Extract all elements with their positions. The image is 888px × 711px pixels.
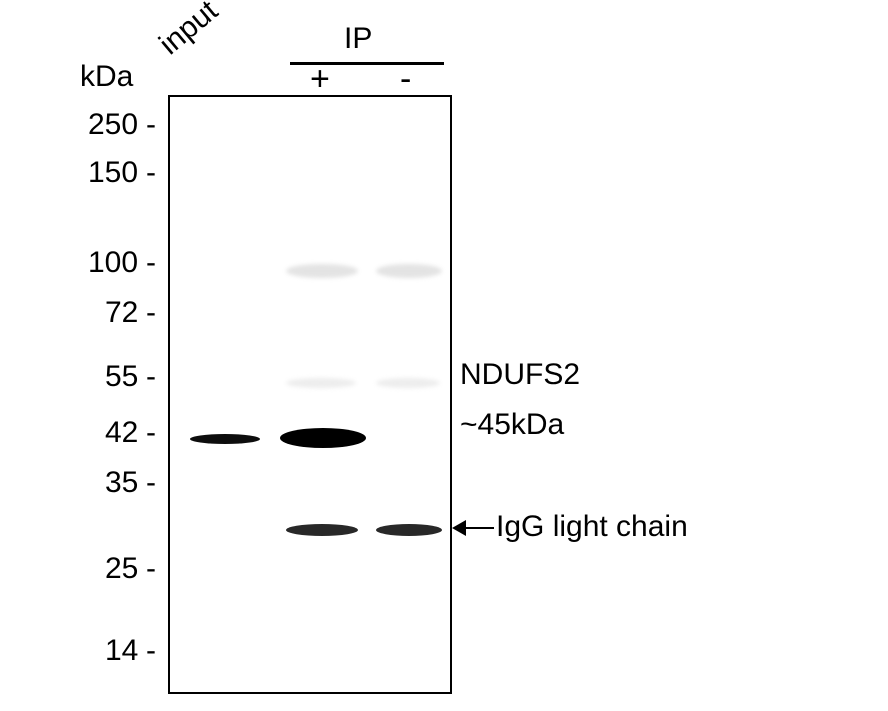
igg-arrow-line: [464, 527, 494, 529]
protein-mw-label: ~45kDa: [460, 408, 564, 442]
ladder-42-dash: -: [146, 416, 156, 450]
ladder-14-dash: -: [146, 634, 156, 668]
igg-label: IgG light chain: [496, 510, 688, 544]
ladder-72: 72: [105, 296, 138, 330]
ladder-150-dash: -: [146, 156, 156, 190]
ladder-35-dash: -: [146, 466, 156, 500]
band-ipminus-55-faint: [376, 378, 440, 388]
band-ipminus-100-faint: [376, 264, 442, 278]
ladder-250: 250: [88, 108, 138, 142]
kda-label: kDa: [80, 60, 133, 94]
ladder-100-dash: -: [146, 246, 156, 280]
ladder-14: 14: [105, 634, 138, 668]
ladder-250-dash: -: [146, 108, 156, 142]
band-ipminus-igg: [376, 524, 442, 536]
figure-container: kDa input IP + - 250 - 150 - 100 - 72 - …: [0, 0, 888, 711]
igg-arrow-head: [452, 520, 466, 536]
ladder-25: 25: [105, 552, 138, 586]
band-input-45: [190, 434, 260, 444]
band-ipplus-igg: [286, 524, 358, 536]
ladder-25-dash: -: [146, 552, 156, 586]
ladder-72-dash: -: [146, 296, 156, 330]
ladder-55: 55: [105, 360, 138, 394]
ladder-150: 150: [88, 156, 138, 190]
band-ipplus-45: [280, 428, 366, 448]
blot-membrane: [168, 95, 452, 694]
band-ipplus-100-faint: [286, 264, 358, 278]
input-label: input: [153, 0, 225, 62]
ladder-100: 100: [88, 246, 138, 280]
protein-name-label: NDUFS2: [460, 358, 580, 392]
ladder-55-dash: -: [146, 360, 156, 394]
plus-label: +: [310, 60, 330, 99]
minus-label: -: [400, 60, 411, 99]
ladder-42: 42: [105, 416, 138, 450]
band-ipplus-55-faint: [286, 378, 356, 388]
ladder-35: 35: [105, 466, 138, 500]
ip-label: IP: [344, 22, 372, 56]
